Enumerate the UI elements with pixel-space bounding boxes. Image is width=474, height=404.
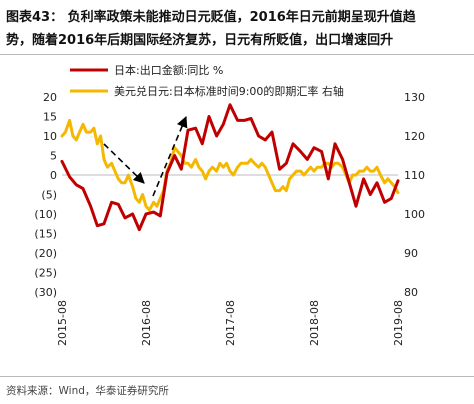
source-note: 资料来源：Wind，华泰证券研究所 (6, 385, 169, 397)
right-tick-label: 110 (404, 169, 425, 182)
left-tick-label: (15) (34, 228, 57, 241)
title-divider (0, 54, 474, 55)
chart-title-line-1: 图表43： 负利率政策未能推动日元贬值，2016年日元前期呈现升值趋 (6, 10, 416, 25)
right-axis-ticks: 130 120 110 100 90 80 (404, 91, 425, 299)
right-tick-label: 120 (404, 130, 425, 143)
chart-title: 图表43： 负利率政策未能推动日元贬值，2016年日元前期呈现升值趋 势，随着2… (6, 6, 468, 52)
left-tick-label: 0 (50, 169, 57, 182)
legend: 日本:出口金额:同比 % 美元兑日元:日本标准时间9:00的即期汇率 右轴 (70, 63, 344, 98)
legend-label: 日本:出口金额:同比 % (114, 63, 223, 77)
left-tick-label: 5 (50, 150, 57, 163)
annotation-arrows (103, 115, 188, 197)
x-tick-label: 2016-08 (140, 300, 153, 346)
series-line-export-yoy (60, 103, 400, 232)
left-tick-label: (10) (34, 208, 57, 221)
legend-label: 美元兑日元:日本标准时间9:00的即期汇率 右轴 (114, 84, 344, 98)
x-tick-label: 2018-08 (308, 300, 321, 346)
uptrend-arrow (152, 115, 188, 197)
x-axis-ticks: 2015-08 2016-08 2017-08 2018-08 2019-08 (56, 300, 405, 346)
chart-title-line-2: 势，随着2016年后期国际经济复苏，日元有所贬值，出口增速回升 (6, 33, 394, 48)
left-tick-label: 10 (43, 130, 57, 143)
right-tick-label: 130 (404, 91, 425, 104)
right-tick-label: 90 (404, 247, 418, 260)
left-tick-label: 15 (43, 111, 57, 124)
series-layer (60, 103, 400, 232)
footer-divider (0, 376, 474, 377)
left-tick-label: (30) (34, 286, 57, 299)
left-tick-label: (20) (34, 247, 57, 260)
left-tick-label: (5) (41, 189, 57, 202)
left-tick-label: (25) (34, 267, 57, 280)
right-tick-label: 100 (404, 208, 425, 221)
right-tick-label: 80 (404, 286, 418, 299)
left-tick-label: 20 (43, 91, 57, 104)
left-axis-ticks: 20 15 10 5 0 (5) (10) (15) (20) (25) (30) (34, 91, 57, 299)
x-tick-label: 2019-08 (392, 300, 405, 346)
x-tick-label: 2015-08 (56, 300, 69, 346)
chart-canvas: 日本:出口金额:同比 %美元兑日元:日本标准时间9:00的即期汇率 右轴 201… (34, 63, 425, 346)
x-tick-label: 2017-08 (224, 300, 237, 346)
series-line-usdjpy (60, 118, 400, 212)
